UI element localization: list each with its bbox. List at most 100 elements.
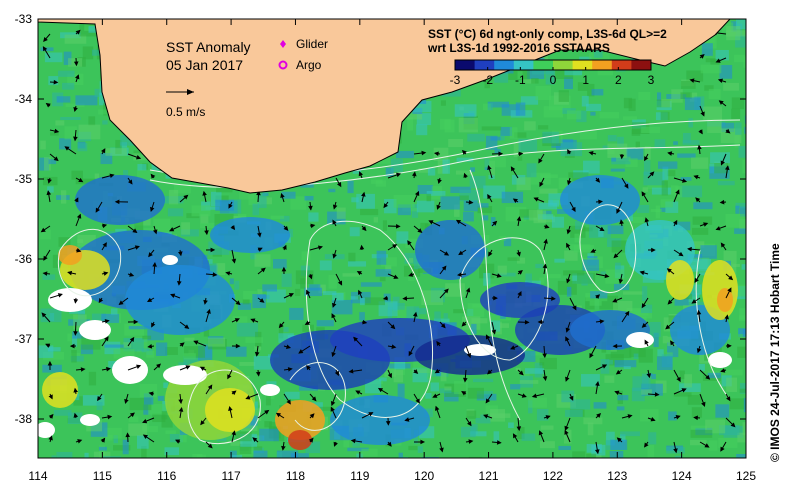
- anomaly-speckle: [668, 411, 677, 421]
- anomaly-speckle: [397, 204, 411, 216]
- current-vector-head: [200, 420, 205, 426]
- anomaly-speckle: [535, 263, 544, 269]
- anomaly-speckle: [476, 393, 497, 401]
- anomaly-speckle: [88, 116, 96, 126]
- anomaly-speckle: [515, 367, 521, 372]
- current-vector-head: [392, 244, 398, 249]
- anomaly-speckle: [481, 215, 489, 221]
- anomaly-speckle: [691, 227, 709, 235]
- anomaly-speckle: [558, 445, 572, 450]
- anomaly-speckle: [61, 190, 67, 204]
- anomaly-speckle: [660, 199, 673, 208]
- current-vector-head: [436, 204, 441, 210]
- anomaly-speckle: [656, 356, 673, 370]
- anomaly-speckle: [179, 432, 187, 443]
- current-vector-head: [337, 280, 343, 286]
- anomaly-speckle: [497, 265, 507, 275]
- no-data-region: [626, 332, 654, 348]
- anomaly-speckle: [577, 272, 596, 284]
- anomaly-speckle: [538, 125, 549, 130]
- anomaly-speckle: [342, 273, 361, 277]
- anomaly-speckle: [88, 371, 97, 386]
- current-vector-head: [510, 166, 516, 172]
- current-vector-head: [306, 289, 311, 295]
- current-vector-head: [412, 311, 418, 317]
- current-vector-head: [624, 183, 629, 189]
- anomaly-speckle: [563, 270, 585, 276]
- anomaly-speckle: [71, 349, 77, 363]
- anomaly-speckle: [65, 103, 85, 108]
- anomaly-speckle: [96, 401, 103, 411]
- anomaly-speckle: [671, 89, 683, 103]
- anomaly-speckle: [257, 193, 267, 208]
- anomaly-speckle: [611, 240, 627, 253]
- current-vector-head: [421, 150, 427, 156]
- current-vector-head: [720, 368, 726, 373]
- anomaly-speckle: [192, 453, 203, 458]
- anomaly-speckle: [433, 147, 449, 161]
- current-vector-head: [204, 230, 209, 236]
- anomaly-speckle: [705, 419, 726, 434]
- anomaly-speckle: [86, 420, 103, 432]
- anomaly-speckle: [426, 190, 446, 196]
- anomaly-speckle: [273, 259, 287, 269]
- cold-anomaly-region: [560, 175, 640, 225]
- current-vector-head: [231, 390, 237, 396]
- anomaly-speckle: [230, 440, 243, 446]
- anomaly-speckle: [439, 388, 452, 394]
- anomaly-speckle: [56, 96, 71, 103]
- anomaly-speckle: [215, 199, 234, 211]
- current-vector-head: [150, 173, 156, 179]
- anomaly-speckle: [417, 446, 423, 453]
- current-vector-head: [615, 369, 621, 375]
- anomaly-speckle: [589, 301, 602, 306]
- anomaly-speckle: [576, 110, 587, 123]
- anomaly-speckle: [595, 454, 602, 458]
- anomaly-speckle: [146, 350, 155, 358]
- anomaly-speckle: [278, 333, 294, 343]
- anomaly-speckle: [207, 337, 226, 347]
- current-vector-head: [359, 244, 365, 250]
- x-tick-label: 122: [543, 469, 563, 483]
- anomaly-speckle: [454, 204, 460, 217]
- current-vector-head: [330, 406, 335, 412]
- anomaly-speckle: [426, 193, 431, 202]
- current-vector-head: [230, 225, 236, 231]
- current-vector-head: [254, 351, 260, 357]
- current-vector-head: [571, 206, 576, 213]
- anomaly-speckle: [575, 220, 583, 230]
- anomaly-speckle: [640, 409, 659, 422]
- anomaly-speckle: [539, 441, 555, 449]
- current-vector-head: [616, 208, 621, 214]
- current-vector-head: [627, 414, 633, 419]
- anomaly-speckle: [167, 208, 184, 217]
- anomaly-speckle: [385, 265, 392, 272]
- anomaly-speckle: [667, 342, 679, 358]
- current-vector-head: [720, 160, 725, 166]
- anomaly-speckle: [566, 286, 572, 297]
- anomaly-speckle: [53, 409, 72, 416]
- anomaly-speckle: [376, 250, 387, 265]
- current-vector-head: [639, 270, 645, 276]
- current-vector-head: [53, 156, 59, 162]
- sea-level-contour: [469, 169, 521, 421]
- x-tick-label: 123: [607, 469, 627, 483]
- anomaly-speckle: [407, 117, 414, 131]
- anomaly-speckle: [40, 229, 51, 240]
- current-vector-head: [179, 342, 185, 348]
- current-vector-head: [107, 414, 113, 420]
- current-vector-head: [178, 251, 183, 257]
- anomaly-speckle: [299, 385, 318, 391]
- current-vector-head: [420, 439, 426, 445]
- anomaly-speckle: [84, 452, 89, 458]
- anomaly-speckle: [487, 103, 493, 111]
- anomaly-speckle: [700, 64, 722, 74]
- anomaly-speckle: [466, 410, 477, 419]
- anomaly-speckle: [40, 47, 54, 52]
- anomaly-speckle: [48, 76, 59, 86]
- anomaly-speckle: [73, 396, 83, 406]
- anomaly-speckle: [459, 195, 469, 201]
- anomaly-speckle: [94, 173, 100, 179]
- anomaly-speckle: [351, 197, 359, 203]
- current-vector-head: [461, 149, 467, 155]
